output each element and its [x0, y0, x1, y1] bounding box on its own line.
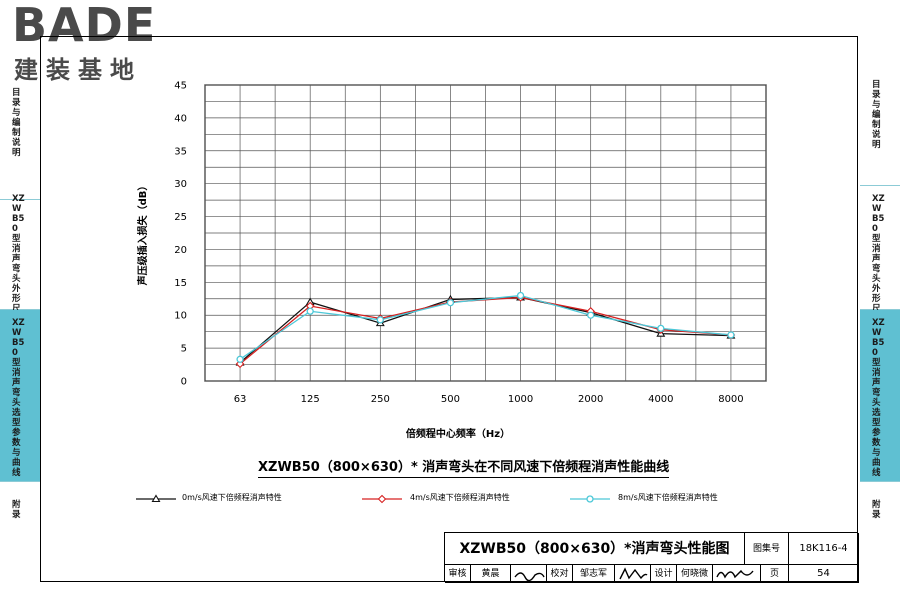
sidebar-tab-contents[interactable]: 目录与编制说明	[860, 36, 900, 186]
x-tick-labels: 63 125 250 500 1000 2000 4000 8000	[234, 394, 744, 405]
check-label: 校对	[547, 565, 573, 583]
x-tick-label: 4000	[648, 394, 673, 405]
y-tick-labels: 0 5 10 15 20 25 30 35 40 45	[174, 81, 187, 388]
y-tick-label: 20	[174, 245, 187, 256]
y-tick-label: 35	[174, 146, 187, 157]
data-point-s2	[516, 291, 525, 300]
x-tick-label: 8000	[718, 394, 743, 405]
y-tick-label: 45	[174, 81, 187, 92]
sidebar-tab-label: 附录	[12, 500, 21, 520]
signature-icon	[514, 572, 545, 582]
page-no: 54	[789, 565, 859, 583]
review-name: 黄晨	[471, 565, 511, 583]
series-line-0	[239, 296, 731, 364]
atlas-no: 18K116-4	[789, 533, 859, 565]
chart-title: XZWB50（800×630）* 消声弯头在不同风速下倍频程消声性能曲线	[258, 456, 670, 478]
sidebar-tab-label: XZWB50型消声弯头选型参数与曲线	[12, 318, 25, 478]
sidebar-tab-label: 目录与编制说明	[872, 80, 881, 150]
legend-marker	[377, 494, 387, 504]
title-block: XZWB50（800×630）*消声弯头性能图 图集号 18K116-4 审核 …	[444, 532, 859, 583]
legend-label-0: 0m/s风速下倍频程消声特性	[182, 493, 282, 502]
y-tick-label: 5	[181, 344, 187, 355]
y-tick-label: 25	[174, 212, 187, 223]
legend-marker	[151, 494, 161, 503]
data-point-s2	[306, 307, 314, 315]
y-tick-label: 10	[174, 311, 187, 322]
review-signature	[511, 565, 547, 583]
sidebar-left: 目录与编制说明 XZWB50型消声弯头外形尺寸图 XZWB50型消声弯头选型参数…	[0, 36, 40, 582]
design-name: 何晓微	[677, 565, 713, 583]
data-point-s2	[446, 299, 455, 307]
sidebar-tab-appendix[interactable]: 附录	[860, 482, 900, 582]
data-point-s2	[376, 316, 384, 324]
y-axis-label: 声压级插入损失（dB）	[136, 181, 149, 287]
chart-grid	[204, 84, 767, 382]
design-signature	[713, 565, 761, 583]
sidebar-tab-label: XZWB50型消声弯头选型参数与曲线	[872, 318, 885, 478]
data-point-s2	[587, 311, 595, 319]
logo-subtitle: 建装基地	[14, 56, 142, 84]
sidebar-tab-label: 目录与编制说明	[12, 88, 21, 158]
y-tick-label: 15	[174, 278, 187, 289]
series-line-2	[239, 294, 731, 360]
x-tick-label: 63	[234, 394, 247, 405]
x-tick-label: 1000	[508, 394, 533, 405]
logo: BADE 建装基地	[8, 0, 178, 84]
check-signature	[615, 565, 651, 583]
check-name: 邹志军	[573, 565, 615, 583]
data-point-s2	[236, 355, 244, 363]
x-tick-label: 500	[441, 394, 460, 405]
legend-marker	[586, 495, 594, 503]
atlas-no-label: 图集号	[745, 533, 789, 565]
legend-label-1: 4m/s风速下倍频程消声特性	[410, 493, 510, 502]
x-tick-label: 250	[371, 394, 390, 405]
page-label: 页	[761, 565, 789, 583]
sidebar-tab-label: 附录	[872, 500, 881, 520]
legend-label-2: 8m/s风速下倍频程消声特性	[618, 493, 718, 502]
sidebar-tab-selection[interactable]: XZWB50型消声弯头选型参数与曲线	[0, 310, 40, 482]
sidebar-tab-appendix[interactable]: 附录	[0, 482, 40, 582]
sidebar-right: 目录与编制说明 XZWB50型消声弯头外形尺寸图 XZWB50型消声弯头选型参数…	[860, 36, 900, 582]
sidebar-tab-selection[interactable]: XZWB50型消声弯头选型参数与曲线	[860, 310, 900, 482]
drawing-frame	[40, 36, 858, 582]
x-axis-label: 倍频程中心频率（Hz）	[406, 427, 510, 440]
y-tick-label: 40	[174, 113, 187, 124]
drawing-title: XZWB50（800×630）*消声弯头性能图	[445, 533, 745, 565]
sidebar-tab-contents[interactable]: 目录与编制说明	[0, 80, 40, 200]
chart-series	[235, 291, 736, 369]
signature-icon	[619, 567, 648, 580]
data-point-s2	[727, 331, 735, 339]
review-label: 审核	[445, 565, 471, 583]
signature-icon	[716, 569, 754, 579]
y-tick-label: 0	[181, 377, 187, 388]
logo-brand: BADE	[12, 0, 157, 52]
data-point-s2	[657, 324, 665, 333]
design-label: 设计	[651, 565, 677, 583]
x-tick-label: 125	[301, 394, 320, 405]
x-tick-label: 2000	[578, 394, 603, 405]
y-tick-label: 30	[174, 179, 187, 190]
